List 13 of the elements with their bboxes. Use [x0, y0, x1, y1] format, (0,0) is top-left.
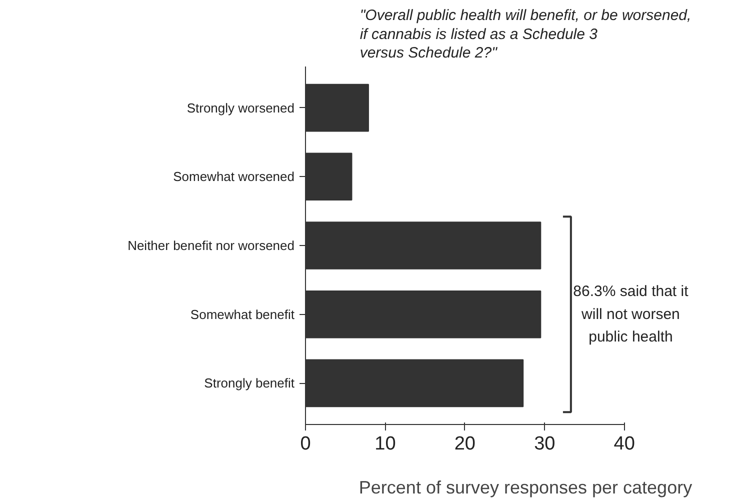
y-tick-label: Strongly benefit: [204, 376, 295, 391]
y-tick-label: Neither benefit nor worsened: [128, 238, 295, 253]
x-tick-label: 20: [454, 434, 476, 454]
x-axis-title: Percent of survey responses per category: [358, 478, 692, 498]
chart-title: "Overall public health will benefit, or be worsened, if cannabis is listed as a Schedule 3 versus Schedule 2?": [360, 7, 692, 62]
x-tick-label: 40: [614, 434, 635, 454]
y-tick-label: Strongly worsened: [186, 100, 295, 116]
y-tick-label: Somewhat worsened: [173, 169, 295, 184]
x-tick-label: 30: [534, 434, 556, 454]
x-tick-label: 0: [300, 434, 311, 454]
y-tick-label: Somewhat benefit: [190, 306, 295, 322]
annotation: 86.3% said that it will not worsen public health: [573, 283, 690, 346]
x-tick-label: 10: [374, 434, 396, 454]
